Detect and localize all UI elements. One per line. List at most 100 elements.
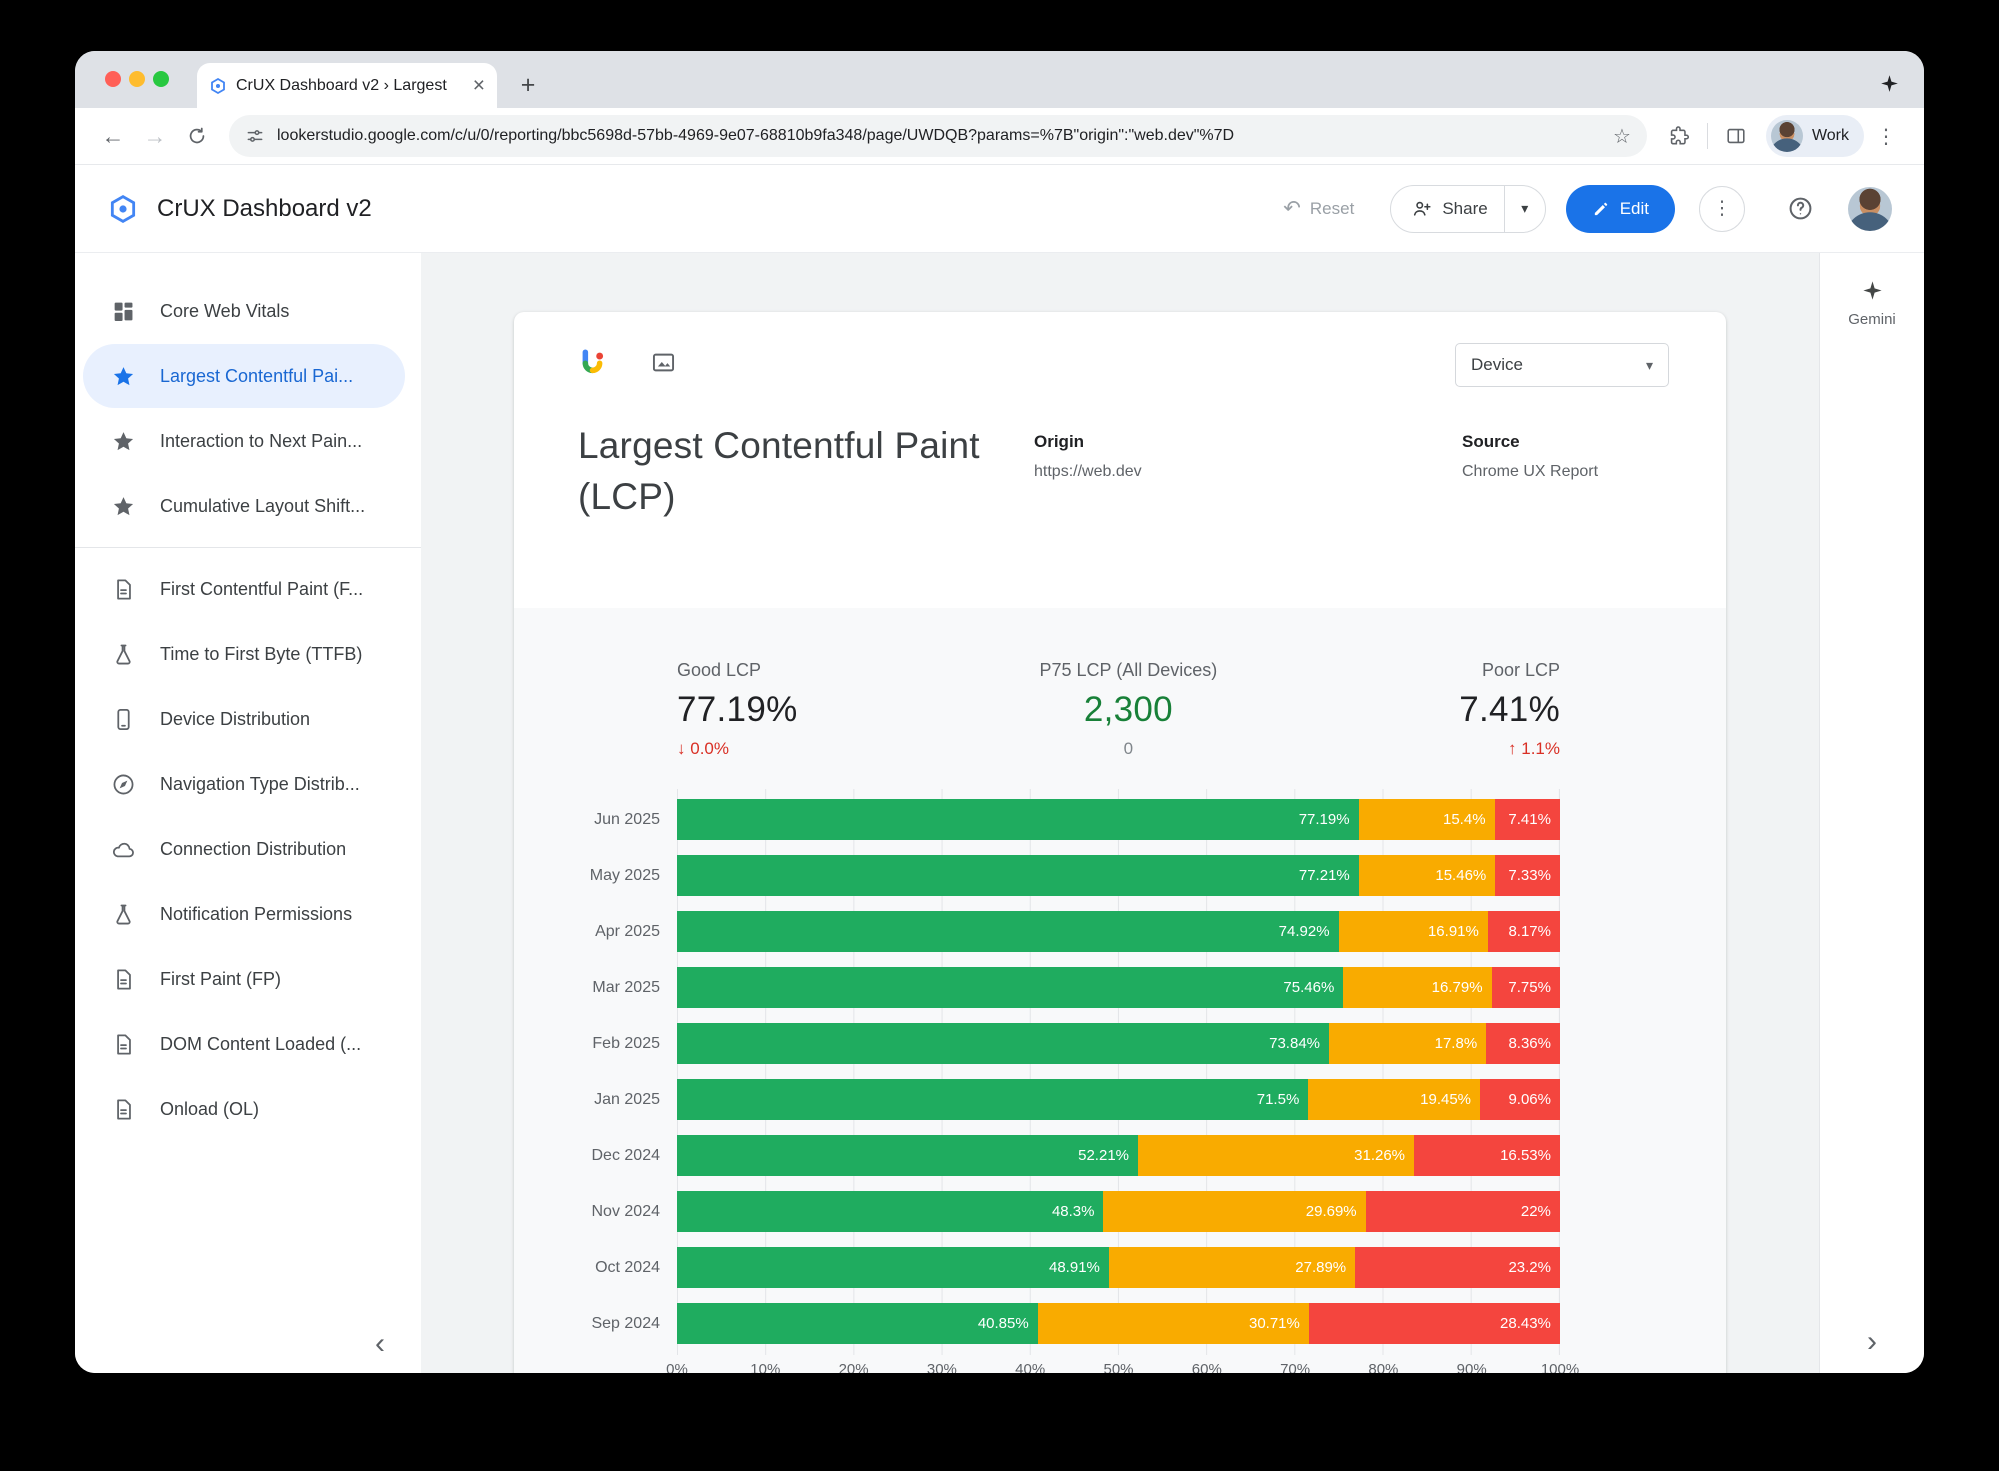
expand-panel-button[interactable]: › (1867, 1325, 1877, 1358)
chart-rows: Jun 2025 77.19% 15.4% 7.41% May 2025 77.21% 15… (514, 799, 1560, 1344)
share-split-divider (1503, 185, 1505, 232)
chart-segment-good[interactable]: 77.21% (677, 855, 1359, 896)
sidebar-item-label: Onload (OL) (160, 1098, 260, 1119)
minimize-window-button[interactable] (129, 71, 145, 87)
chart-segment-good[interactable]: 73.84% (677, 1023, 1329, 1064)
profile-chip[interactable]: Work (1765, 115, 1864, 157)
chart-segment-value: 16.79% (1431, 979, 1483, 996)
new-tab-button[interactable]: + (520, 70, 536, 99)
chart-segment-poor[interactable]: 28.43% (1308, 1303, 1560, 1344)
sidebar-item-notification-permissions[interactable]: Notification Permissions (83, 882, 405, 946)
scorecard-value: 2,300 (1083, 690, 1173, 729)
tab-strip-sparkle-icon[interactable] (1879, 73, 1900, 94)
sidebar-item-dom-content-loaded[interactable]: DOM Content Loaded (... (83, 1012, 405, 1076)
x-axis-tick: 40% (1015, 1361, 1046, 1373)
chart-segment-value: 9.06% (1508, 1091, 1551, 1108)
share-button[interactable]: Share ▾ (1390, 184, 1546, 233)
chart-segment-needs-improvement[interactable]: 19.45% (1308, 1079, 1481, 1120)
forward-button[interactable]: → (143, 122, 167, 149)
device-filter-dropdown[interactable]: Device ▾ (1455, 343, 1669, 387)
chart-segment-needs-improvement[interactable]: 27.89% (1108, 1247, 1356, 1288)
app-header: CrUX Dashboard v2 ↶ Reset Share ▾ Edit ⋮ (75, 165, 1924, 253)
chart-segment-good[interactable]: 77.19% (677, 799, 1359, 840)
sidebar-item-navigation-type-distrib[interactable]: Navigation Type Distrib... (83, 752, 405, 816)
chart-segment-needs-improvement[interactable]: 30.71% (1037, 1303, 1309, 1344)
bookmark-star-icon[interactable]: ☆ (1613, 125, 1631, 148)
chart-row-oct-2024: Oct 2024 48.91% 27.89% 23.2% (514, 1247, 1560, 1288)
sidebar-item-core-web-vitals[interactable]: Core Web Vitals (83, 279, 405, 343)
sidebar-item-onload-ol[interactable]: Onload (OL) (83, 1077, 405, 1141)
sidebar-item-cumulative-layout-shift[interactable]: Cumulative Layout Shift... (83, 474, 405, 538)
chart-segment-poor[interactable]: 22% (1365, 1191, 1560, 1232)
chart-segment-value: 7.75% (1508, 979, 1551, 996)
gemini-button[interactable]: Gemini (1820, 279, 1924, 328)
looker-studio-logo-icon[interactable] (107, 193, 139, 225)
chart-segment-needs-improvement[interactable]: 29.69% (1103, 1191, 1366, 1232)
chart-segment-good[interactable]: 71.5% (677, 1079, 1309, 1120)
edit-button[interactable]: Edit (1565, 184, 1675, 233)
chart-segment-value: 52.21% (1078, 1147, 1129, 1164)
sidebar-item-connection-distribution[interactable]: Connection Distribution (83, 817, 405, 881)
user-avatar[interactable] (1848, 186, 1892, 231)
sidebar-item-device-distribution[interactable]: Device Distribution (83, 687, 405, 751)
browser-tab[interactable]: CrUX Dashboard v2 › Largest × (197, 63, 497, 108)
chart-segment-needs-improvement[interactable]: 17.8% (1329, 1023, 1487, 1064)
side-panel-icon[interactable] (1716, 116, 1756, 156)
chart-segment-value: 15.4% (1443, 811, 1486, 828)
chart-category-label: Jan 2025 (594, 1090, 660, 1108)
chart-segment-poor[interactable]: 7.41% (1494, 799, 1560, 840)
chart-segment-value: 74.92% (1278, 923, 1330, 940)
chart-segment-good[interactable]: 40.85% (677, 1303, 1038, 1344)
address-bar[interactable]: lookerstudio.google.com/c/u/0/reporting/… (229, 115, 1647, 157)
chart-segment-poor[interactable]: 8.36% (1486, 1023, 1560, 1064)
chart-segment-needs-improvement[interactable]: 16.79% (1343, 967, 1492, 1008)
close-window-button[interactable] (105, 71, 121, 87)
arrow-up-icon: ↑ (1508, 739, 1517, 758)
back-button[interactable]: ← (101, 122, 125, 149)
scorecard-p75-lcp: P75 LCP (All Devices) 2,300 0 (1040, 660, 1218, 759)
site-settings-icon[interactable] (245, 126, 265, 146)
chart-segment-poor[interactable]: 7.75% (1491, 967, 1560, 1008)
star-icon (111, 364, 136, 389)
chart-segment-good[interactable]: 75.46% (677, 967, 1344, 1008)
chart-segment-poor[interactable]: 8.17% (1487, 911, 1560, 952)
chart-segment-good[interactable]: 52.21% (677, 1135, 1138, 1176)
tab-strip: CrUX Dashboard v2 › Largest × + (75, 51, 1924, 108)
share-dropdown-caret-icon[interactable]: ▾ (1521, 200, 1529, 216)
help-icon[interactable] (1787, 195, 1814, 222)
sidebar-item-first-contentful-paint-f[interactable]: First Contentful Paint (F... (83, 557, 405, 621)
maximize-window-button[interactable] (153, 71, 169, 87)
sidebar-item-time-to-first-byte-ttfb[interactable]: Time to First Byte (TTFB) (83, 622, 405, 686)
chart-segment-poor[interactable]: 23.2% (1355, 1247, 1560, 1288)
chart-bar: 77.21% 15.46% 7.33% (677, 855, 1560, 896)
sidebar-collapse-button[interactable]: ‹ (375, 1327, 385, 1360)
extensions-icon[interactable] (1659, 116, 1699, 156)
chart-segment-needs-improvement[interactable]: 15.46% (1358, 855, 1496, 896)
chart-segment-needs-improvement[interactable]: 15.4% (1358, 799, 1495, 840)
chart-segment-poor[interactable]: 7.33% (1495, 855, 1560, 896)
chart-segment-good[interactable]: 48.3% (677, 1191, 1104, 1232)
chart-segment-good[interactable]: 74.92% (677, 911, 1339, 952)
sidebar-item-first-paint-fp[interactable]: First Paint (FP) (83, 947, 405, 1011)
chart-segment-needs-improvement[interactable]: 31.26% (1138, 1135, 1415, 1176)
phone-icon (111, 707, 136, 732)
chart-segment-poor[interactable]: 9.06% (1480, 1079, 1560, 1120)
browser-menu-icon[interactable]: ⋮ (1876, 125, 1896, 148)
reset-button[interactable]: ↶ Reset (1283, 196, 1354, 221)
sidebar-item-largest-contentful-pai[interactable]: Largest Contentful Pai... (83, 344, 405, 408)
sidebar-item-interaction-to-next-pain[interactable]: Interaction to Next Pain... (83, 409, 405, 473)
star-icon (111, 429, 136, 454)
sidebar-item-label: Interaction to Next Pain... (160, 430, 363, 451)
refresh-button[interactable] (177, 116, 217, 156)
more-options-button[interactable]: ⋮ (1699, 185, 1745, 232)
chart-segment-needs-improvement[interactable]: 16.91% (1338, 911, 1488, 952)
scorecard-value: 77.19% (677, 690, 798, 729)
tab-close-icon[interactable]: × (472, 74, 485, 97)
chart-segment-good[interactable]: 48.91% (677, 1247, 1109, 1288)
person-add-icon (1414, 201, 1431, 216)
scorecard-delta: ↓ 0.0% (677, 739, 798, 759)
sidebar-item-label: Device Distribution (160, 708, 311, 729)
chart-segment-poor[interactable]: 16.53% (1414, 1135, 1560, 1176)
chart-bar: 77.19% 15.4% 7.41% (677, 799, 1560, 840)
chart-category-label: Sep 2024 (591, 1314, 660, 1332)
